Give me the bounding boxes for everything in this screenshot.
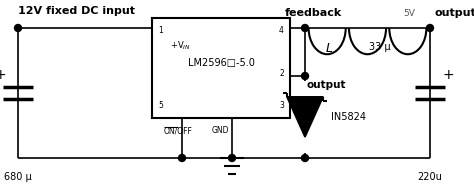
Text: 1: 1: [158, 26, 163, 35]
Circle shape: [15, 25, 21, 32]
Text: +V$_{IN}$: +V$_{IN}$: [170, 40, 191, 52]
Text: GND: GND: [212, 126, 229, 135]
FancyBboxPatch shape: [152, 18, 290, 118]
Text: output: output: [307, 80, 346, 90]
Circle shape: [228, 154, 236, 162]
Text: +: +: [0, 68, 6, 82]
Text: 680 μ: 680 μ: [4, 172, 32, 182]
Text: 12V fixed DC input: 12V fixed DC input: [18, 6, 135, 16]
Polygon shape: [287, 97, 323, 137]
Circle shape: [301, 154, 309, 162]
Circle shape: [301, 73, 309, 79]
Text: +: +: [442, 68, 454, 82]
Circle shape: [427, 25, 434, 32]
Text: 5V: 5V: [403, 9, 415, 18]
Text: 3: 3: [279, 101, 284, 110]
Text: ON/OFF: ON/OFF: [164, 126, 193, 135]
Circle shape: [179, 154, 185, 162]
Text: L: L: [325, 42, 332, 55]
Text: output: output: [435, 8, 474, 18]
Circle shape: [301, 25, 309, 32]
Text: 4: 4: [279, 26, 284, 35]
Text: 33 μ: 33 μ: [369, 42, 391, 52]
Text: 5: 5: [158, 101, 163, 110]
Text: LM2596□-5.0: LM2596□-5.0: [188, 58, 255, 68]
Text: feedback: feedback: [285, 8, 342, 18]
Text: IN5824: IN5824: [331, 112, 366, 122]
Text: 2: 2: [279, 69, 284, 78]
Text: 220u: 220u: [418, 172, 442, 182]
